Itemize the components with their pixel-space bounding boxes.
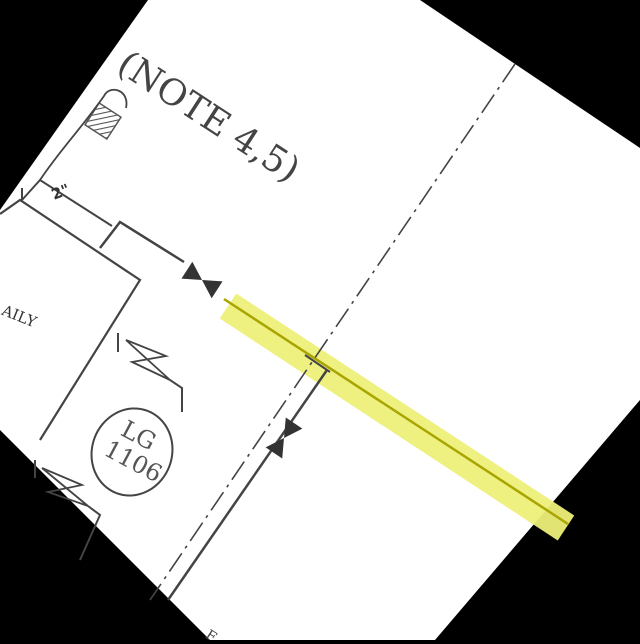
hatched-box-lead (39, 88, 128, 181)
hatched-square-icon (83, 101, 123, 141)
gate-valve-icon-upper (181, 261, 223, 299)
panel-valve-upper (117, 333, 183, 412)
boundary-dash-dot-line (149, 63, 516, 601)
highlighted-pipe-band (219, 293, 575, 541)
highlighted-pipe-line (223, 297, 569, 526)
gate-valve-icon-lower (265, 417, 303, 459)
circle-instrument-icon: LG 1106 (90, 407, 174, 497)
instrument-panel-outline (0, 198, 142, 441)
riser-branch (304, 354, 331, 373)
upper-pipe (99, 220, 185, 264)
pipe-size-label: 2" (49, 180, 73, 204)
panel-valve-lower (34, 460, 102, 561)
riser-pipe (166, 369, 329, 601)
